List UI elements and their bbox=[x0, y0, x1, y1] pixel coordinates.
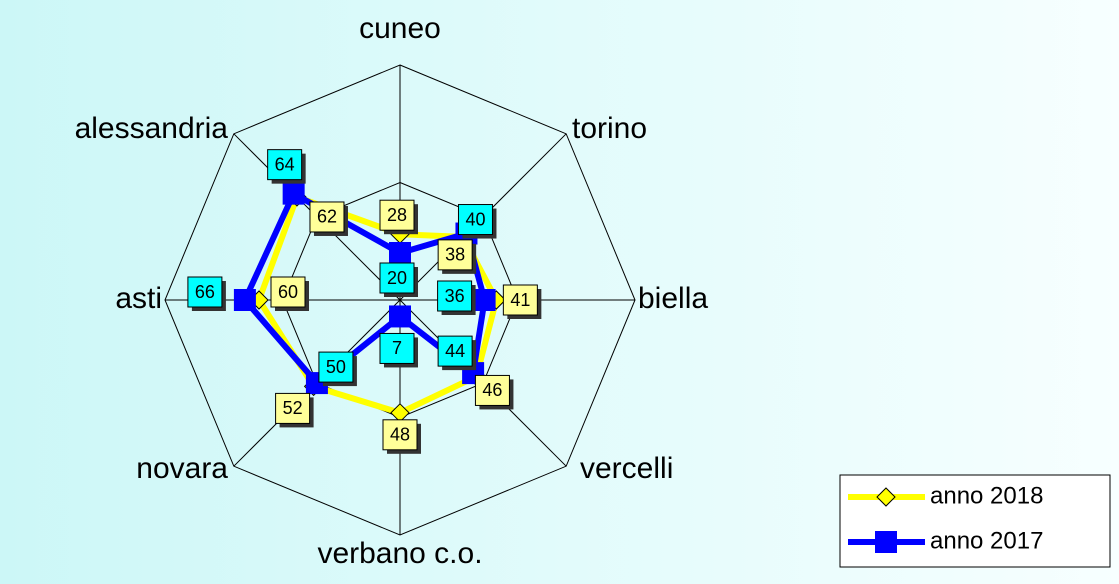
label-box bbox=[379, 332, 415, 364]
label-box bbox=[382, 419, 418, 451]
marker bbox=[473, 289, 496, 311]
data-label: 40 bbox=[465, 209, 485, 229]
label-box bbox=[379, 262, 415, 294]
category-label: asti bbox=[115, 282, 162, 315]
label-box bbox=[437, 239, 473, 271]
category-label: torino bbox=[572, 112, 647, 145]
data-label: 46 bbox=[482, 380, 502, 400]
data-label: 50 bbox=[326, 357, 346, 377]
label-box bbox=[502, 284, 538, 316]
label-box bbox=[309, 201, 345, 233]
marker bbox=[233, 289, 256, 311]
marker bbox=[876, 487, 896, 507]
label-box bbox=[318, 351, 354, 383]
category-label: alessandria bbox=[75, 112, 229, 145]
data-label: 52 bbox=[283, 398, 303, 418]
label-box bbox=[267, 149, 303, 181]
label-box bbox=[457, 204, 493, 236]
marker bbox=[282, 182, 305, 205]
data-label: 36 bbox=[445, 286, 465, 306]
label-box bbox=[187, 276, 223, 308]
data-label: 64 bbox=[275, 154, 295, 174]
category-label: vercelli bbox=[580, 452, 673, 485]
marker bbox=[389, 305, 411, 328]
label-box bbox=[275, 392, 311, 424]
category-label: novara bbox=[136, 452, 228, 485]
data-label: 28 bbox=[387, 205, 407, 225]
label-box bbox=[474, 374, 510, 406]
data-label: 38 bbox=[445, 245, 465, 265]
data-label: 20 bbox=[387, 268, 407, 288]
category-label: cuneo bbox=[359, 12, 441, 45]
data-label: 7 bbox=[392, 338, 402, 358]
label-box bbox=[379, 199, 415, 231]
data-label: 48 bbox=[390, 425, 410, 445]
data-label: 62 bbox=[317, 207, 337, 227]
marker bbox=[389, 242, 411, 264]
legend-label: anno 2018 bbox=[930, 482, 1043, 509]
category-label: biella bbox=[638, 282, 708, 315]
marker bbox=[875, 531, 897, 553]
data-label: 60 bbox=[278, 282, 298, 302]
label-box bbox=[437, 280, 473, 312]
data-label: 44 bbox=[445, 341, 465, 361]
data-label: 41 bbox=[510, 290, 530, 310]
category-label: verbano c.o. bbox=[317, 537, 482, 570]
label-box bbox=[437, 335, 473, 367]
label-box bbox=[270, 276, 306, 308]
data-label: 66 bbox=[195, 282, 215, 302]
legend-label: anno 2017 bbox=[930, 527, 1043, 554]
